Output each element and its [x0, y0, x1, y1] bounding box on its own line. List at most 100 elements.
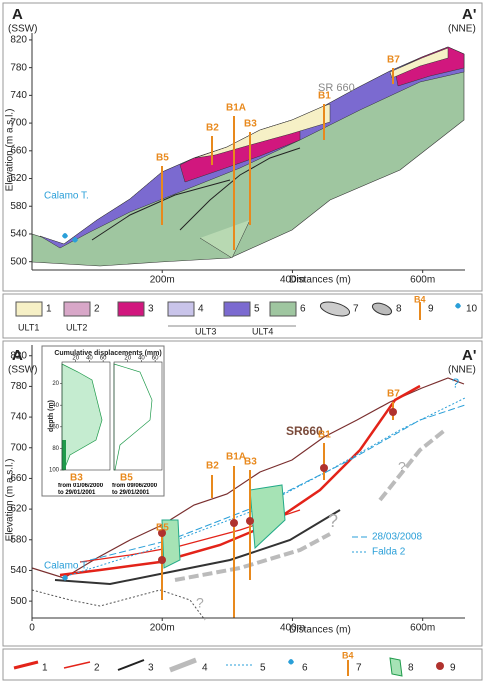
y-tick-label: 540	[10, 565, 27, 576]
swatch	[64, 302, 90, 316]
x-tick-label: 400m	[280, 275, 305, 286]
inset-x-tick-label: 40	[138, 356, 145, 362]
section-label: A'	[462, 347, 476, 364]
borehole-label: B1A	[226, 452, 246, 463]
direction: (SSW)	[8, 365, 37, 376]
borehole-label: B5	[156, 523, 169, 534]
legend-number: 5	[260, 663, 266, 674]
legend-number: 10	[466, 304, 478, 315]
borehole-label: B2	[206, 123, 219, 134]
legend-borehole: B4	[414, 294, 426, 304]
x-tick-label: 200m	[150, 623, 175, 634]
swatch	[14, 662, 38, 668]
borehole-label: B2	[206, 461, 219, 472]
x-tick-label: 600m	[410, 275, 435, 286]
legend-number: 4	[202, 663, 208, 674]
uncertain: ?	[452, 375, 459, 390]
legend-group: ULT1	[18, 322, 39, 332]
borehole-label: B7	[387, 55, 400, 66]
marker	[230, 519, 238, 527]
swatch	[118, 660, 144, 670]
inset-period: from 01/06/2000 to 29/01/2001	[58, 483, 110, 497]
legend-number: 9	[450, 663, 456, 674]
inset-x-tick-label: 40	[86, 356, 93, 362]
y-tick-label: 780	[10, 62, 27, 73]
marker	[389, 408, 397, 416]
x-tick-label: 200m	[150, 275, 175, 286]
y-tick-label: 580	[10, 534, 27, 545]
marker	[246, 517, 254, 525]
inset-x-tick-label: 20	[124, 356, 131, 362]
legend-top: 1 2 3 4 5 6 7 8 9 10 B4 ULT1 ULT2 ULT3 U…	[16, 294, 478, 336]
legend-number: 7	[356, 663, 362, 674]
swatch	[168, 302, 194, 316]
inset-borehole: B5	[120, 473, 133, 484]
swatch	[436, 662, 444, 670]
figure: A (SSW) A' (NNE) Elevation (m a.s.l.) Di…	[0, 0, 485, 683]
legend-number: 8	[396, 304, 402, 315]
y-tick-label: 660	[10, 145, 27, 156]
stream: Calamo T.	[44, 191, 89, 202]
marker	[158, 556, 166, 564]
swatch	[390, 658, 402, 676]
legend-number: 6	[302, 663, 308, 674]
inset-x-tick-label: 60	[152, 356, 159, 362]
y-tick-label: 500	[10, 596, 27, 607]
swatch	[118, 302, 144, 316]
y-tick-label: 820	[10, 350, 27, 361]
direction: (NNE)	[448, 24, 476, 35]
aquifer: Falda 2	[372, 547, 406, 558]
section-label: A	[12, 6, 23, 23]
borehole-label: B3	[244, 457, 257, 468]
inset-y-tick-label: 100	[49, 468, 60, 474]
swatch	[270, 302, 296, 316]
borehole-label: B7	[387, 389, 400, 400]
y-tick-label: 740	[10, 90, 27, 101]
water-table-date: 28/03/2008	[372, 532, 422, 543]
inset-y-tick-label: 60	[52, 424, 59, 430]
direction: (NNE)	[448, 365, 476, 376]
inset-borehole: B3	[70, 473, 83, 484]
uncertain: ?	[196, 595, 204, 611]
inset-y-tick-label: 40	[52, 403, 59, 409]
inset-frame	[42, 346, 164, 496]
x-tick-label: 400m	[280, 623, 305, 634]
surface	[55, 510, 340, 584]
y-tick-label: 580	[10, 201, 27, 212]
legend-number: 5	[254, 304, 260, 315]
swatch	[371, 301, 393, 317]
swatch	[319, 299, 351, 318]
y-tick-label: 540	[10, 229, 27, 240]
y-tick-label: 820	[10, 35, 27, 46]
y-tick-label: 620	[10, 173, 27, 184]
direction: (SSW)	[8, 24, 37, 35]
inclinometer-profile	[250, 485, 285, 548]
borehole-label: B3	[244, 119, 257, 130]
section-label: A'	[462, 6, 476, 23]
marker	[320, 464, 328, 472]
swatch	[288, 659, 294, 665]
borehole-label: B5	[156, 153, 169, 164]
page: {"chart_data": [ {"type": "cross-section…	[0, 0, 485, 688]
swatch	[224, 302, 250, 316]
legend-group: ULT4	[252, 326, 273, 336]
legend-number: 1	[42, 663, 48, 674]
y-tick-label: 780	[10, 381, 27, 392]
y-tick-label: 700	[10, 118, 27, 129]
x-tick-label: 0	[29, 623, 35, 634]
y-tick-label: 700	[10, 442, 27, 453]
inset-x-tick-label: 60	[100, 356, 107, 362]
inset-y-tick-label: 80	[52, 446, 59, 452]
inset-bar	[62, 440, 66, 470]
inset-period-box: from 01/06/2000 to 29/01/2001	[58, 483, 110, 497]
legend-group: ULT2	[66, 322, 87, 332]
y-tick-label: 740	[10, 412, 27, 423]
swatch	[455, 303, 461, 309]
legend-number: 2	[94, 304, 100, 315]
y-tick-label: 620	[10, 504, 27, 515]
legend-number: 9	[428, 304, 434, 315]
inset-period: from 09/06/2000 to 29/01/2001	[112, 483, 164, 497]
legend-number: 3	[148, 304, 154, 315]
swatch	[64, 662, 90, 668]
legend-group: ULT3	[195, 326, 216, 336]
